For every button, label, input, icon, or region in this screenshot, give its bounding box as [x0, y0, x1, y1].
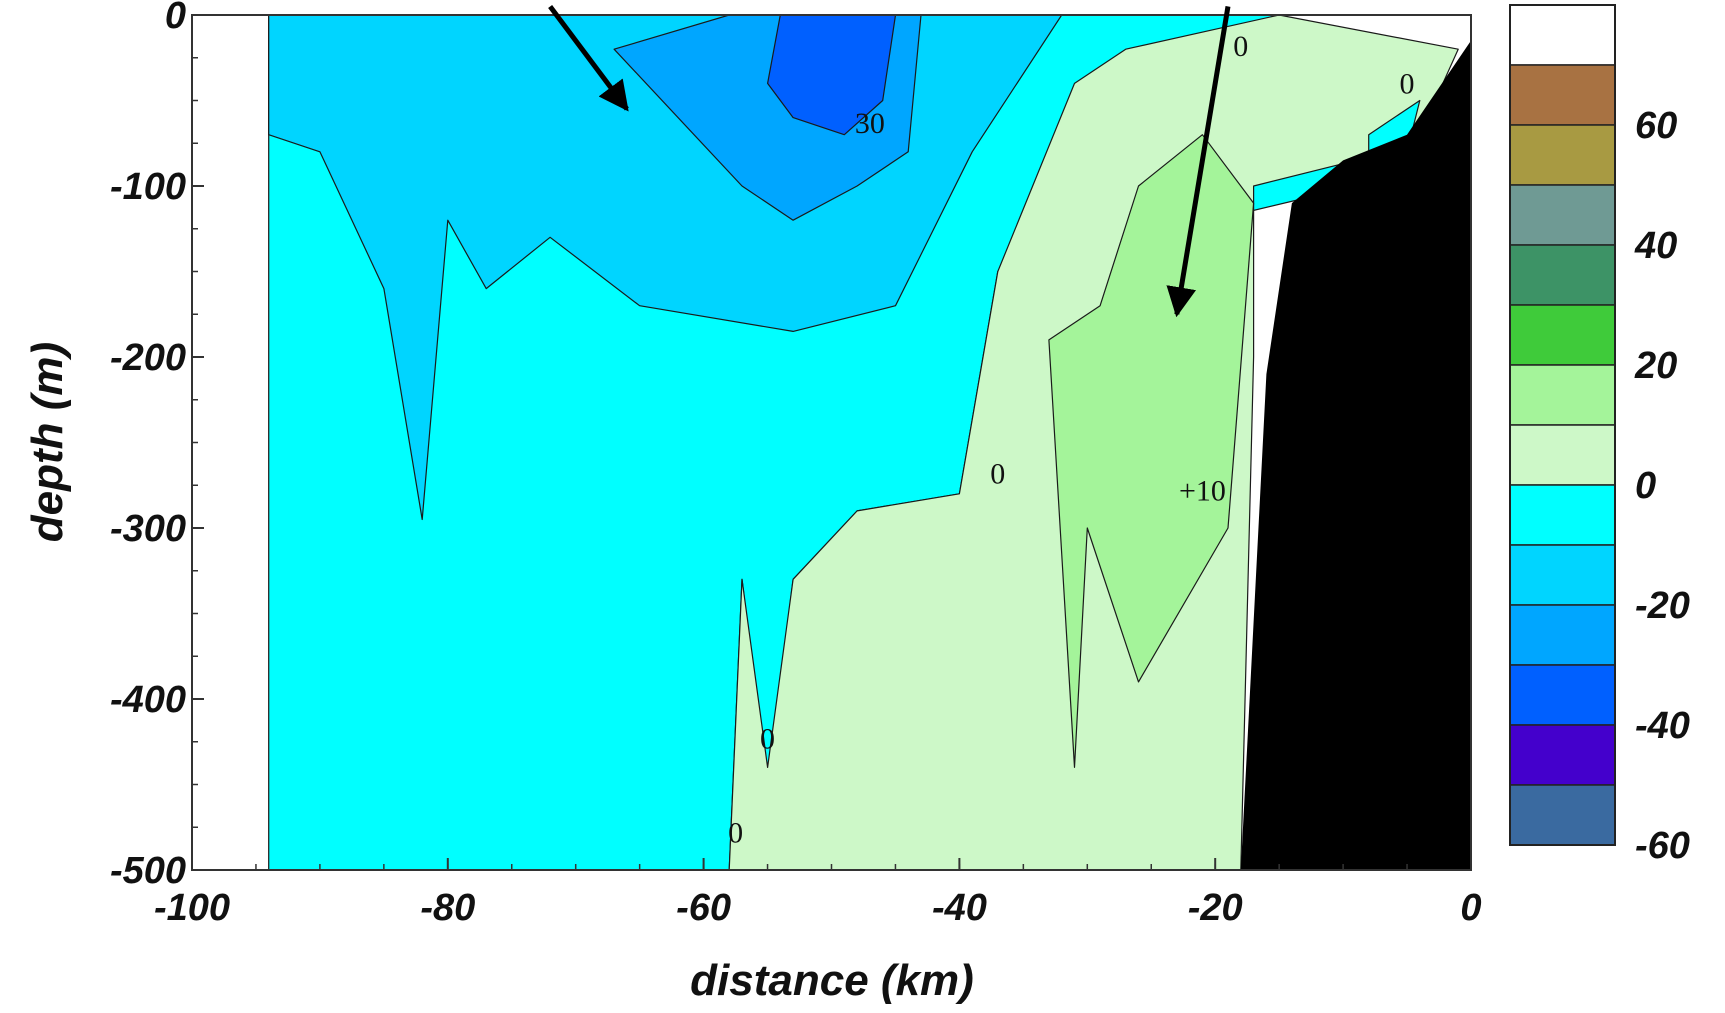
x-tick-label: -40: [932, 887, 987, 929]
contour-label-5: 0: [760, 723, 775, 756]
contour-label-4: +10: [1179, 475, 1226, 508]
land-mask: [1240, 40, 1471, 870]
colorbar-band: [1509, 484, 1616, 546]
y-tick-label: -100: [110, 166, 186, 208]
plot-area: 0 0 30 0 +10 0 0: [268, 15, 1471, 870]
annotation-arrows: [548, 4, 1231, 318]
contour-region-5: [1048, 134, 1255, 769]
y-axis: 0 -100 -200 -300 -400 -500: [110, 0, 204, 892]
colorbar-tick-label: 20: [1634, 345, 1677, 387]
contour-region-3: [766, 15, 897, 136]
x-axis: -100 -80 -60 -40 -20 0: [154, 858, 1482, 929]
y-tick-label: 0: [165, 0, 186, 37]
contour-label-1: 0: [1400, 68, 1415, 101]
colorbar-band: [1509, 604, 1616, 666]
contour-label-6: 0: [728, 817, 743, 850]
colorbar-band: [1509, 784, 1616, 846]
colorbar-band: [1509, 544, 1616, 606]
x-tick-label: -80: [420, 887, 475, 929]
x-tick-label: -100: [154, 887, 230, 929]
colorbar-band: [1509, 184, 1616, 246]
x-tick-label: 0: [1460, 887, 1481, 929]
colorbar-band: [1509, 4, 1616, 66]
colorbar-band: [1509, 724, 1616, 786]
y-tick-label: -500: [110, 850, 186, 892]
colorbar-band: [1509, 124, 1616, 186]
colorbar-band: [1509, 64, 1616, 126]
colorbar-tick-label: -20: [1635, 585, 1690, 627]
x-tick-label: -60: [676, 887, 731, 929]
y-tick-label: -400: [110, 679, 186, 721]
colorbar-tick-label: -40: [1635, 705, 1690, 747]
contour-label-3: 0: [990, 458, 1005, 491]
x-axis-title: distance (km): [690, 956, 974, 1005]
annotation-arrow: [548, 4, 629, 112]
colorbar-frame: [1509, 4, 1616, 846]
colorbar-tick-label: 0: [1635, 465, 1656, 507]
colorbar-band: [1509, 304, 1616, 366]
y-axis-title: depth (m): [23, 342, 72, 542]
contour-label-0: 0: [1233, 30, 1248, 63]
x-tick-label: -20: [1188, 887, 1243, 929]
colorbar-band: [1509, 664, 1616, 726]
colorbar-band: [1509, 364, 1616, 426]
colorbar-band: [1509, 424, 1616, 486]
contour-label-2: 30: [855, 107, 885, 140]
colorbar: 60 40 20 0 -20 -40 -60: [1509, 4, 1690, 867]
y-tick-label: -200: [110, 337, 186, 379]
colorbar-tick-label: -60: [1635, 825, 1690, 867]
annotation-arrow: [1166, 6, 1231, 318]
colorbar-tick-label: 60: [1635, 105, 1677, 147]
colorbar-tick-label: 40: [1634, 225, 1677, 267]
y-tick-label: -300: [110, 508, 186, 550]
colorbar-band: [1509, 244, 1616, 306]
